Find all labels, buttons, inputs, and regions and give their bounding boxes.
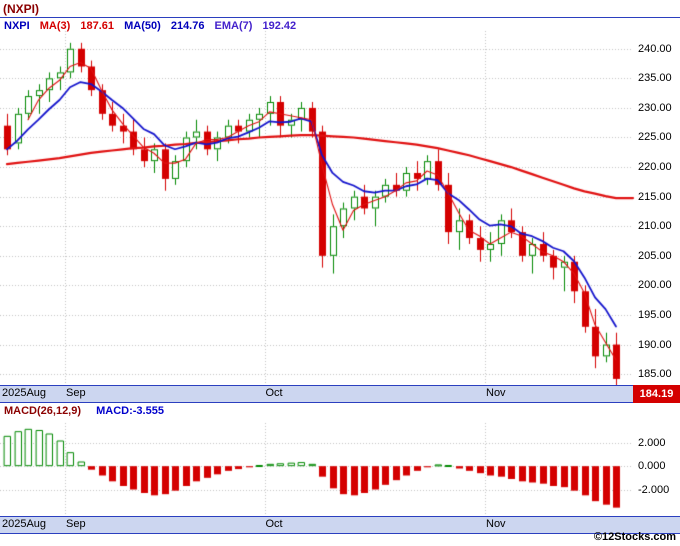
legend-ma3-value: 187.61 [80, 20, 115, 32]
macd-label: MACD(26,12,9) [4, 405, 82, 417]
legend-symbol: NXPI [4, 20, 30, 32]
macd-value: MACD:-3.555 [96, 405, 164, 417]
x-axis-label: Sep [66, 387, 86, 399]
price-legend: NXPI MA(3) 187.61 MA(50) 214.76 EMA(7) 1… [4, 20, 303, 32]
legend-ema7-value: 192.42 [262, 20, 297, 32]
x-axis-label: Oct [265, 387, 283, 399]
watermark: ©12Stocks.com [593, 531, 676, 543]
x-axis-label: 2025Aug [2, 518, 47, 530]
chart-title: (NXPI) [3, 2, 39, 16]
macd-legend: MACD(26,12,9) MACD:-3.555 [4, 405, 164, 417]
x-axis-label: 2025Aug [2, 387, 47, 399]
x-axis-strip-bottom: 2025Aug Sep Oct Nov [0, 516, 680, 534]
x-axis-label: Sep [66, 518, 86, 530]
legend-ma50-value: 214.76 [170, 20, 205, 32]
legend-ma3-label: MA(3) [39, 20, 71, 32]
x-axis-label: Nov [486, 387, 506, 399]
top-border [0, 17, 680, 18]
x-axis-label: Nov [486, 518, 506, 530]
last-price-badge: 184.19 [633, 385, 680, 403]
x-axis-strip: 2025Aug Sep Oct Nov [0, 385, 633, 403]
legend-ema7-label: EMA(7) [214, 20, 253, 32]
x-axis-label: Oct [265, 518, 283, 530]
legend-ma50-label: MA(50) [124, 20, 161, 32]
